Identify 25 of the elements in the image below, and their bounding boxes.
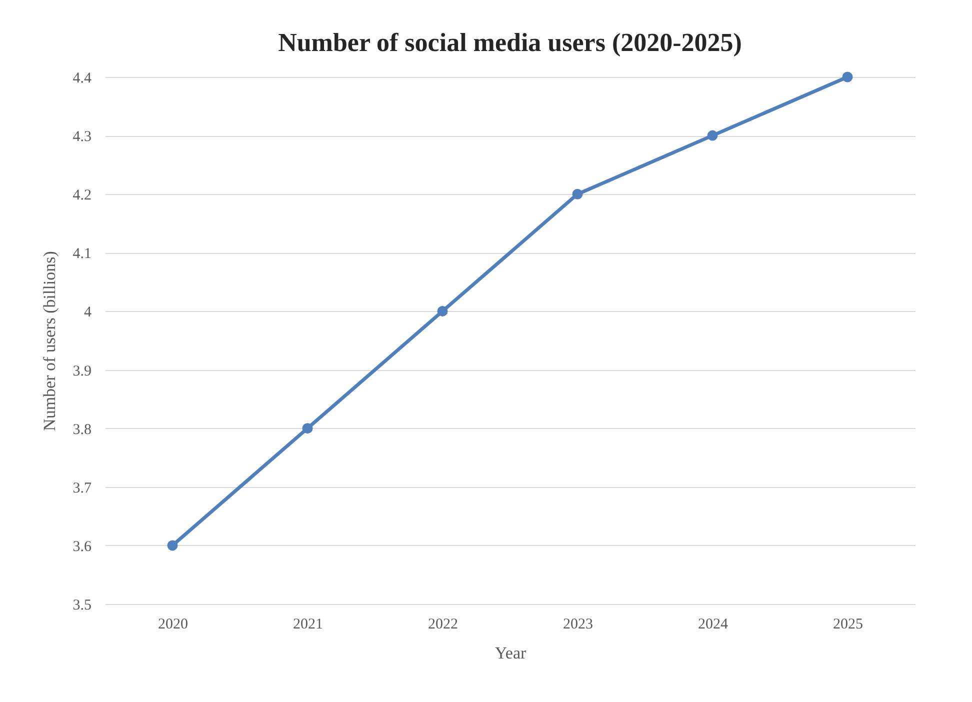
y-tick-label: 4.4 (72, 70, 92, 86)
x-tick-label: 2025 (833, 616, 863, 632)
x-tick-label: 2021 (293, 616, 323, 632)
chart-title: Number of social media users (2020-2025) (278, 28, 742, 57)
y-tick-label: 4.1 (72, 246, 92, 262)
x-tick-label: 2020 (158, 616, 188, 632)
y-tick-label: 4.2 (72, 188, 92, 204)
point (302, 423, 313, 434)
point (167, 540, 178, 551)
y-tick-label: 4 (84, 304, 92, 321)
point (572, 188, 583, 200)
x-tick-label: 2024 (698, 616, 728, 632)
x-axis-title: Year (494, 644, 526, 662)
x-tick-label: 2023 (563, 616, 593, 632)
point (842, 72, 853, 82)
y-tick-label: 4.3 (72, 129, 92, 146)
y-tick-label: 3.5 (72, 598, 92, 614)
x-tick-label: 2022 (428, 616, 458, 632)
y-tick-label: 3.9 (72, 363, 92, 380)
y-axis-title: Number of users (billions) (40, 251, 59, 431)
y-tick-label: 3.7 (72, 480, 92, 496)
point (437, 306, 448, 316)
y-tick-label: 3.6 (72, 538, 92, 555)
point (707, 130, 718, 141)
y-tick-label: 3.8 (72, 422, 92, 438)
